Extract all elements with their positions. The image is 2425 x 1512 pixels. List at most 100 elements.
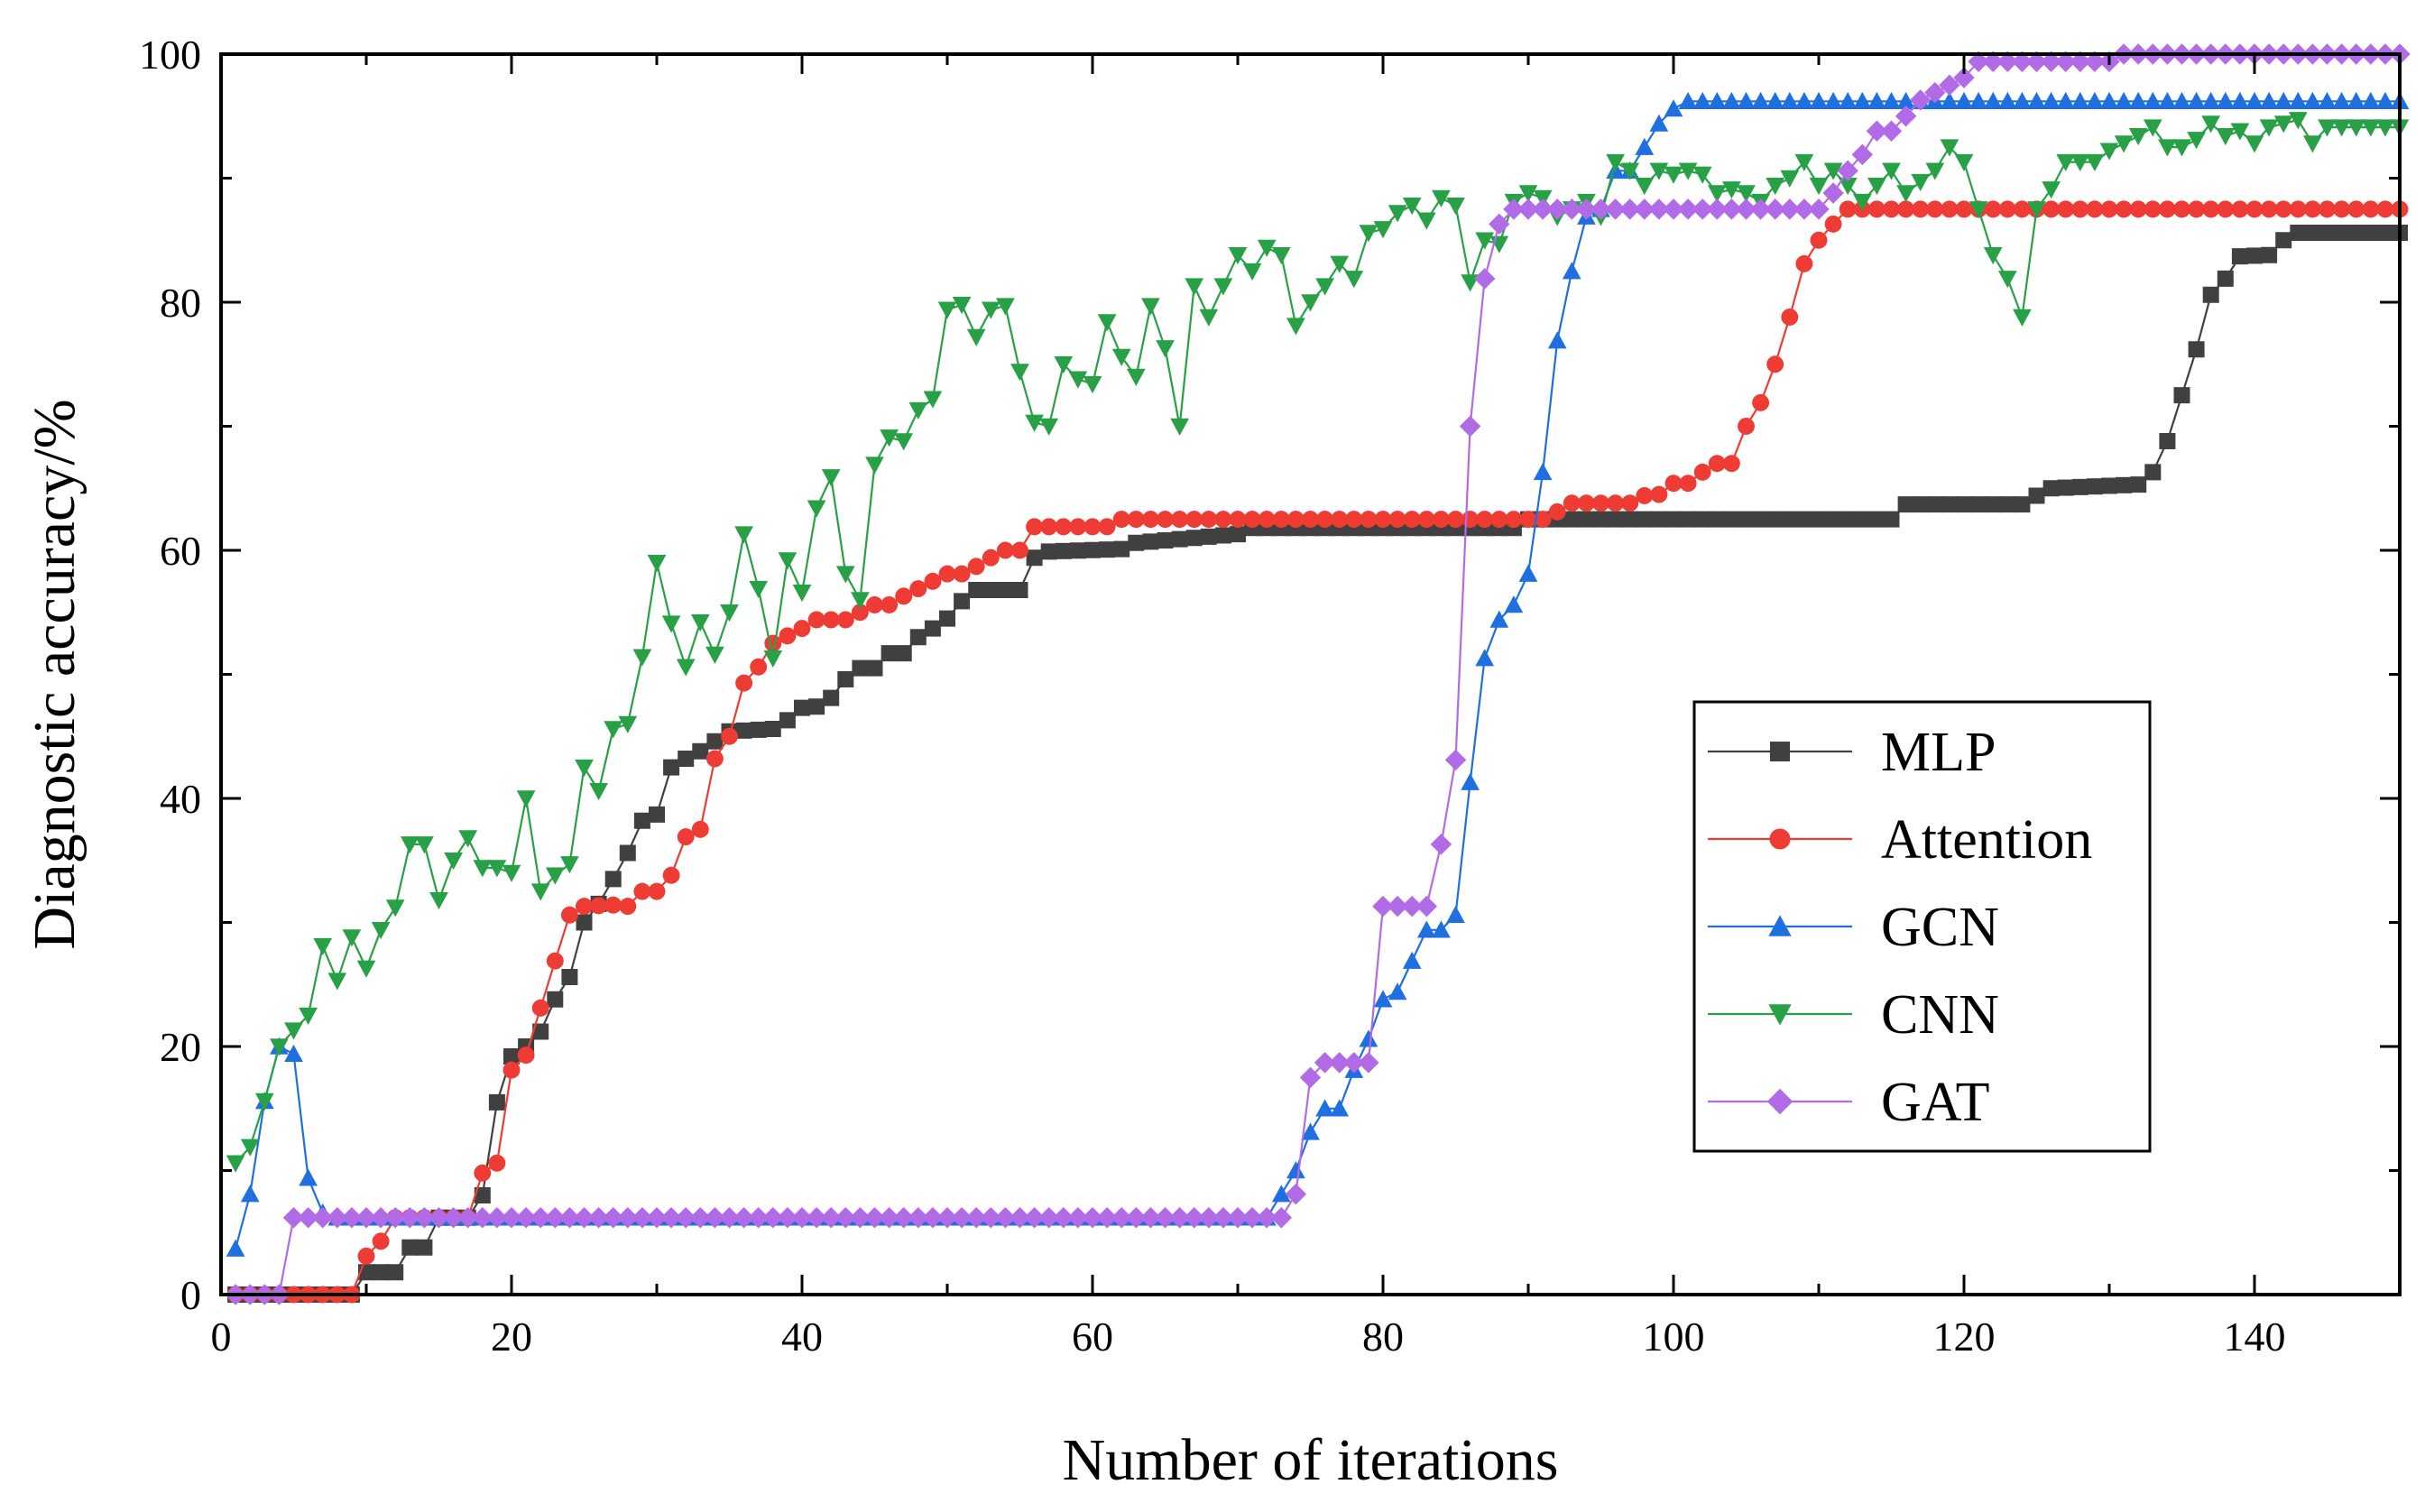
data-point-cnn — [1852, 193, 1872, 211]
data-point-cnn — [1416, 212, 1436, 230]
data-point-cnn — [1823, 162, 1843, 180]
data-point-gat — [1358, 1052, 1379, 1074]
data-point-attention — [1955, 200, 1973, 218]
data-point-gat — [1401, 895, 1423, 917]
data-point-cnn — [1518, 185, 1538, 203]
data-point-gat — [1895, 106, 1917, 127]
data-point-cnn — [385, 899, 405, 917]
data-point-cnn — [560, 856, 579, 874]
data-point-mlp — [1825, 511, 1842, 528]
data-point-gcn — [1271, 1185, 1291, 1203]
data-point-gcn — [2332, 91, 2351, 110]
data-point-mlp — [604, 871, 622, 888]
data-point-cnn — [1606, 153, 1625, 171]
data-point-gcn — [1737, 91, 1756, 110]
data-point-cnn — [1997, 271, 2017, 289]
data-point-gcn — [1416, 920, 1436, 938]
data-point-cnn — [545, 867, 565, 885]
data-point-cnn — [923, 391, 943, 409]
data-point-gat — [863, 1207, 886, 1229]
data-point-gat — [849, 1207, 871, 1229]
data-point-mlp — [401, 1239, 419, 1256]
data-point-gcn — [2158, 91, 2177, 110]
data-point-attention — [2376, 200, 2394, 218]
data-point-mlp — [909, 629, 927, 646]
data-point-mlp — [1795, 511, 1812, 528]
data-point-gat — [1648, 198, 1670, 220]
data-point-mlp — [2246, 247, 2263, 264]
data-point-attention — [1112, 511, 1130, 529]
data-point-mlp — [532, 1023, 549, 1040]
data-point-attention — [822, 611, 840, 629]
data-point-cnn — [1068, 371, 1088, 389]
data-point-attention — [1141, 511, 1159, 529]
data-point-cnn — [2172, 139, 2191, 157]
data-point-mlp — [1766, 511, 1784, 528]
data-point-mlp — [2130, 476, 2147, 493]
data-point-attention — [705, 750, 724, 768]
data-point-gat — [689, 1207, 711, 1229]
data-point-gat — [2025, 51, 2048, 72]
data-point-gat — [282, 1207, 305, 1229]
data-point-attention — [1403, 511, 1421, 529]
data-point-gcn — [1954, 91, 1974, 110]
data-point-mlp — [1999, 496, 2016, 513]
data-point-attention — [1345, 511, 1363, 529]
data-point-gcn — [1432, 920, 1451, 938]
data-point-attention — [1214, 511, 1232, 529]
data-point-cnn — [1373, 221, 1393, 239]
data-point-gat — [1198, 1207, 1220, 1229]
data-point-attention — [996, 541, 1014, 559]
data-point-attention — [1127, 511, 1145, 529]
data-point-gat — [384, 1207, 406, 1229]
data-point-attention — [1839, 200, 1857, 218]
data-point-gcn — [2273, 91, 2293, 110]
data-point-attention — [1388, 511, 1406, 529]
data-point-attention — [2362, 200, 2380, 218]
data-point-attention — [836, 611, 854, 629]
legend-label: GCN — [1881, 897, 1999, 958]
data-point-gat — [834, 1207, 856, 1229]
data-point-attention — [2303, 200, 2321, 218]
data-point-cnn — [2085, 153, 2105, 171]
data-point-attention — [2144, 200, 2162, 218]
data-point-attention — [750, 658, 768, 676]
data-point-attention — [474, 1164, 492, 1182]
legend-label: GAT — [1881, 1072, 1990, 1133]
data-point-cnn — [690, 613, 710, 632]
data-point-gat — [1082, 1207, 1103, 1229]
data-point-gcn — [2070, 91, 2090, 110]
data-point-cnn — [1649, 162, 1669, 180]
data-point-cnn — [880, 429, 899, 447]
data-point-attention — [604, 896, 622, 914]
data-point-attention — [779, 627, 797, 645]
legend-marker — [1768, 915, 1792, 936]
data-point-gcn — [1838, 91, 1858, 110]
data-point-cnn — [821, 469, 841, 487]
data-point-attention — [488, 1154, 506, 1172]
data-point-attention — [619, 898, 637, 916]
data-point-gcn — [2230, 91, 2250, 110]
data-point-mlp — [2071, 478, 2088, 495]
data-point-attention — [1912, 200, 1930, 218]
data-point-attention — [1069, 518, 1087, 536]
data-point-attention — [1519, 511, 1537, 529]
legend-item-mlp: MLP — [1708, 722, 1996, 783]
data-point-cnn — [1882, 162, 1901, 180]
data-point-mlp — [488, 1093, 505, 1111]
data-point-gcn — [1301, 1122, 1320, 1140]
data-point-cnn — [371, 921, 391, 940]
data-point-gat — [1009, 1207, 1031, 1229]
x-tick-label: 40 — [781, 1314, 823, 1360]
data-point-gcn — [1809, 91, 1829, 110]
data-point-attention — [735, 674, 753, 692]
data-point-gat — [2055, 51, 2077, 72]
data-point-gat — [1590, 198, 1612, 220]
data-point-gat — [632, 1207, 653, 1229]
data-point-mlp — [1578, 511, 1595, 528]
data-point-attention — [2086, 200, 2104, 218]
data-point-gat — [2084, 51, 2106, 72]
data-point-mlp — [2042, 480, 2060, 497]
data-point-gat — [1663, 198, 1684, 220]
data-point-gat — [777, 1207, 798, 1229]
